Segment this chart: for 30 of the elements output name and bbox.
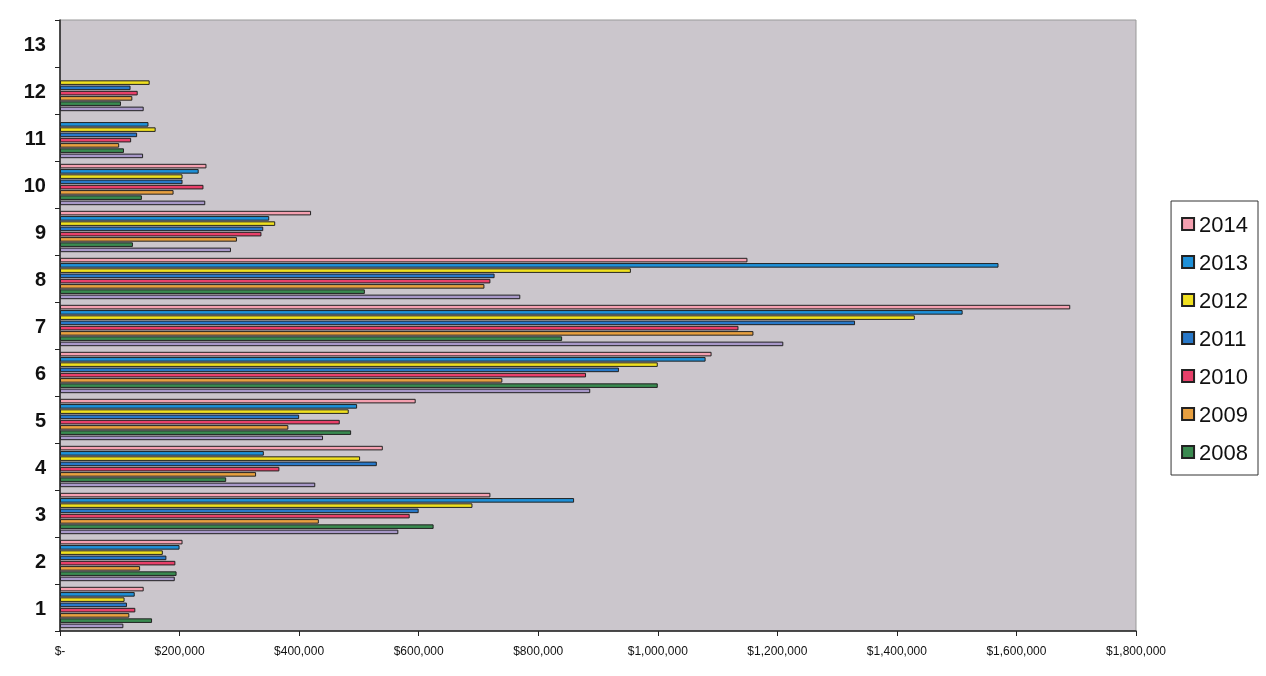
y-tick-label: 10: [23, 173, 46, 196]
y-tick-label: 13: [23, 32, 46, 55]
y-tick-label: 1: [34, 596, 46, 619]
y-tick-label: 11: [24, 126, 46, 149]
y-tick-label: 9: [34, 220, 46, 243]
x-tick-label: $200,000: [154, 644, 205, 658]
y-tick-label: 3: [34, 502, 46, 525]
x-tick-label: $1,000,000: [627, 644, 689, 658]
x-tick-label: $-: [54, 644, 66, 658]
x-tick-label: $1,200,000: [747, 644, 808, 658]
x-tick-label: $1,400,000: [866, 644, 928, 658]
x-tick-label: $400,000: [274, 644, 325, 658]
y-tick-label: 12: [23, 79, 46, 102]
y-tick-label: 2: [34, 549, 46, 572]
y-tick-label: 5: [34, 408, 46, 431]
y-tick-label: 7: [34, 314, 46, 337]
x-tick-label: $600,000: [393, 644, 445, 658]
legend-label: 2013: [1199, 249, 1249, 275]
legend-label: 2010: [1199, 363, 1249, 389]
legend-label: 2012: [1199, 287, 1249, 313]
y-tick-label: 6: [34, 361, 46, 384]
x-tick-label: $800,000: [513, 644, 564, 658]
legend-label: 2011: [1199, 325, 1247, 351]
y-tick-label: 4: [34, 455, 47, 478]
x-tick-label: $1,600,000: [986, 644, 1047, 658]
legend-label: 2008: [1199, 439, 1249, 465]
y-tick-label: 8: [34, 267, 46, 290]
legend-label: 2009: [1199, 401, 1249, 427]
x-tick-label: $1,800,000: [1105, 644, 1167, 658]
legend-label: 2014: [1199, 211, 1249, 237]
